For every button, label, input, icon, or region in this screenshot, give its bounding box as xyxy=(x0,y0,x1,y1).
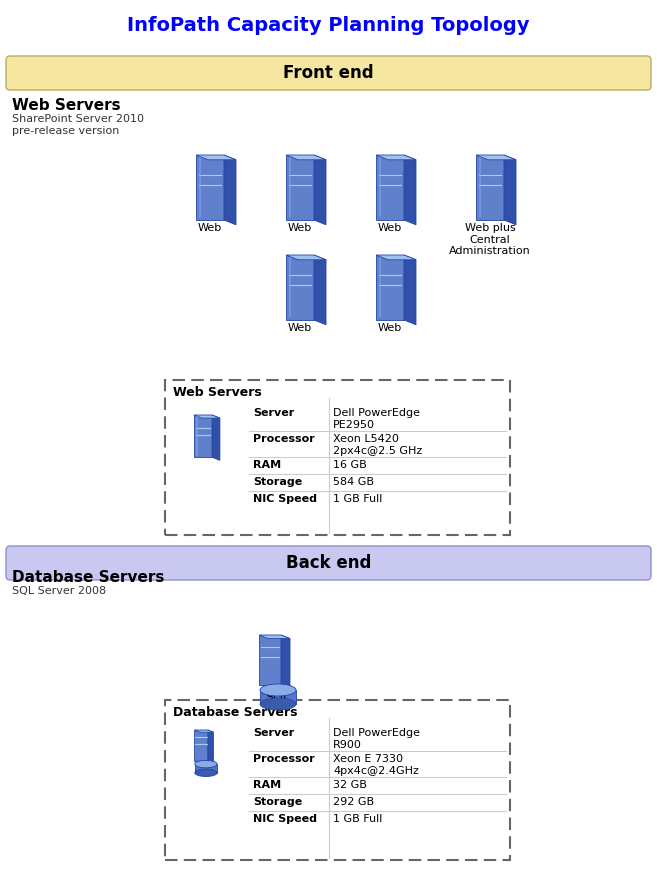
Text: NIC Speed: NIC Speed xyxy=(253,814,317,824)
Text: Database Servers: Database Servers xyxy=(12,570,164,585)
Text: Web: Web xyxy=(288,323,312,333)
Polygon shape xyxy=(194,764,217,773)
Polygon shape xyxy=(196,155,224,220)
Text: SQL: SQL xyxy=(265,690,290,703)
Polygon shape xyxy=(286,255,314,320)
Text: Database Servers: Database Servers xyxy=(173,706,298,719)
FancyBboxPatch shape xyxy=(165,700,510,860)
Text: Back end: Back end xyxy=(286,554,371,572)
Text: 584 GB: 584 GB xyxy=(333,477,374,487)
Text: 1 GB Full: 1 GB Full xyxy=(333,814,382,824)
Text: Web plus
Central
Administration: Web plus Central Administration xyxy=(449,223,531,256)
Text: Web: Web xyxy=(378,323,402,333)
Text: Storage: Storage xyxy=(253,797,302,807)
Polygon shape xyxy=(314,255,326,324)
Text: Dell PowerEdge
R900: Dell PowerEdge R900 xyxy=(333,728,420,750)
Polygon shape xyxy=(476,155,504,220)
Polygon shape xyxy=(286,155,326,160)
Text: Web: Web xyxy=(198,223,222,233)
Polygon shape xyxy=(376,255,416,260)
Text: InfoPath Capacity Planning Topology: InfoPath Capacity Planning Topology xyxy=(127,16,530,35)
Ellipse shape xyxy=(194,760,217,768)
Ellipse shape xyxy=(260,698,296,710)
FancyBboxPatch shape xyxy=(165,380,510,535)
Text: SQL Server 2008: SQL Server 2008 xyxy=(12,586,106,596)
Polygon shape xyxy=(286,155,314,220)
Polygon shape xyxy=(376,155,404,220)
Polygon shape xyxy=(404,155,416,225)
Text: Server: Server xyxy=(253,728,294,738)
Text: 32 GB: 32 GB xyxy=(333,780,367,790)
Text: Server: Server xyxy=(253,408,294,418)
Polygon shape xyxy=(476,155,516,160)
Polygon shape xyxy=(286,255,326,260)
Polygon shape xyxy=(212,415,220,461)
Text: Web: Web xyxy=(378,223,402,233)
Text: RAM: RAM xyxy=(253,780,281,790)
Text: Storage: Storage xyxy=(253,477,302,487)
Polygon shape xyxy=(194,730,214,732)
Text: Web Servers: Web Servers xyxy=(12,98,121,113)
Polygon shape xyxy=(194,415,212,457)
Polygon shape xyxy=(281,635,290,689)
Polygon shape xyxy=(504,155,516,225)
Text: 1 GB Full: 1 GB Full xyxy=(333,494,382,504)
Polygon shape xyxy=(376,255,404,320)
Polygon shape xyxy=(196,155,236,160)
Text: Processor: Processor xyxy=(253,754,315,764)
Text: Web Servers: Web Servers xyxy=(173,386,261,399)
Polygon shape xyxy=(404,255,416,324)
FancyBboxPatch shape xyxy=(6,546,651,580)
Polygon shape xyxy=(194,415,220,418)
Text: SharePoint Server 2010
pre-release version: SharePoint Server 2010 pre-release versi… xyxy=(12,114,144,135)
Text: NIC Speed: NIC Speed xyxy=(253,494,317,504)
Text: Xeon L5420
2px4c@2.5 GHz: Xeon L5420 2px4c@2.5 GHz xyxy=(333,434,422,455)
Polygon shape xyxy=(259,635,290,638)
Text: 292 GB: 292 GB xyxy=(333,797,374,807)
Polygon shape xyxy=(208,730,214,763)
Polygon shape xyxy=(314,155,326,225)
Text: Front end: Front end xyxy=(283,64,374,82)
Ellipse shape xyxy=(260,684,296,696)
Text: Web: Web xyxy=(288,223,312,233)
Ellipse shape xyxy=(194,769,217,776)
Text: RAM: RAM xyxy=(253,460,281,470)
Polygon shape xyxy=(260,690,296,704)
Polygon shape xyxy=(194,730,208,761)
FancyBboxPatch shape xyxy=(6,56,651,90)
Polygon shape xyxy=(376,155,416,160)
Text: Dell PowerEdge
PE2950: Dell PowerEdge PE2950 xyxy=(333,408,420,430)
Text: Processor: Processor xyxy=(253,434,315,444)
Text: 16 GB: 16 GB xyxy=(333,460,367,470)
Text: Xeon E 7330
4px4c@2.4GHz: Xeon E 7330 4px4c@2.4GHz xyxy=(333,754,419,775)
Polygon shape xyxy=(259,635,281,685)
Polygon shape xyxy=(224,155,236,225)
